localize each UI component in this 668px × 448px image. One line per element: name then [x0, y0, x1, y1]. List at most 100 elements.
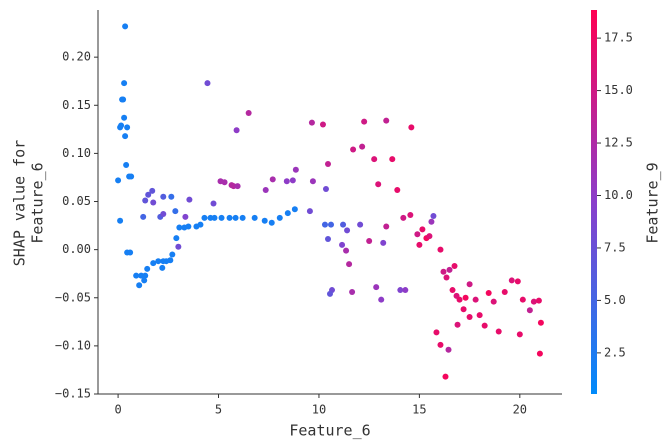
point: [262, 186, 269, 193]
x-tick-label: 5: [215, 403, 222, 417]
point: [128, 173, 135, 180]
point: [169, 251, 176, 258]
point: [357, 221, 364, 228]
point: [485, 289, 492, 296]
point: [150, 199, 157, 206]
point: [344, 227, 351, 234]
point: [460, 306, 467, 313]
point: [226, 214, 233, 221]
point: [339, 241, 346, 248]
point: [232, 214, 239, 221]
point: [306, 208, 313, 215]
point: [322, 186, 329, 193]
point: [117, 217, 124, 224]
x-tick-label: 20: [513, 403, 527, 417]
point: [150, 260, 157, 267]
point: [346, 261, 353, 268]
point: [440, 268, 447, 275]
point: [201, 214, 208, 221]
point: [145, 191, 152, 198]
point: [261, 217, 268, 224]
point: [141, 277, 148, 284]
point: [466, 314, 473, 321]
colorbar-tick-label: 12.5: [604, 136, 633, 150]
point: [462, 294, 469, 301]
point: [430, 212, 437, 219]
point: [321, 221, 328, 228]
x-axis-label: Feature_6: [289, 422, 370, 440]
point: [182, 213, 189, 220]
point: [309, 178, 316, 185]
point: [245, 109, 252, 116]
point: [383, 223, 390, 230]
point: [350, 146, 357, 153]
y-tick-label: 0.20: [62, 50, 91, 64]
point: [168, 193, 175, 200]
point: [269, 176, 276, 183]
colorbar-tick-label: 5.0: [604, 293, 626, 307]
point: [340, 221, 347, 228]
point: [371, 156, 378, 163]
x-tick-label: 10: [312, 403, 326, 417]
point: [397, 287, 404, 294]
point: [419, 226, 426, 233]
point: [155, 258, 162, 265]
point: [185, 223, 192, 230]
point: [516, 331, 523, 338]
point: [428, 218, 435, 225]
point: [375, 181, 382, 188]
point: [210, 200, 217, 207]
point: [343, 247, 350, 254]
point: [446, 266, 453, 273]
colorbar-tick-label: 7.5: [604, 240, 626, 254]
colorbar-tick-label: 2.5: [604, 345, 626, 359]
colorbar-tick-label: 15.0: [604, 83, 633, 97]
point: [327, 290, 333, 297]
point: [530, 298, 537, 305]
point: [472, 296, 479, 303]
point: [120, 96, 127, 103]
point: [118, 122, 125, 129]
point: [284, 210, 291, 217]
point: [324, 160, 331, 167]
point: [289, 177, 296, 184]
point: [291, 206, 298, 213]
point: [127, 249, 134, 256]
point: [433, 329, 440, 336]
point: [233, 127, 240, 134]
point: [173, 235, 180, 242]
point: [283, 178, 290, 185]
point: [115, 177, 122, 184]
colorbar: [591, 10, 597, 394]
point: [142, 197, 149, 204]
point: [536, 350, 543, 357]
point: [443, 274, 450, 281]
point: [122, 23, 129, 30]
point: [373, 284, 380, 291]
colorbar-tick-label: 10.0: [604, 188, 633, 202]
point: [537, 319, 544, 326]
point: [176, 224, 183, 231]
point: [481, 322, 488, 329]
y-tick-label: −0.10: [55, 338, 91, 352]
point: [239, 214, 246, 221]
point: [144, 265, 151, 272]
point: [268, 219, 275, 226]
colorbar-label: Feature_9: [644, 162, 662, 243]
point: [204, 80, 211, 87]
point: [383, 117, 390, 124]
point: [361, 118, 368, 125]
y-axis-label: Feature_6: [29, 162, 47, 243]
point: [378, 296, 385, 303]
y-tick-label: 0.05: [62, 194, 91, 208]
point: [437, 341, 444, 348]
point: [490, 298, 497, 305]
y-tick-label: −0.15: [55, 387, 91, 401]
point: [251, 214, 258, 221]
y-tick-label: 0.10: [62, 146, 91, 160]
point: [400, 214, 407, 221]
point: [514, 278, 521, 285]
point: [437, 246, 444, 253]
point: [324, 236, 331, 243]
